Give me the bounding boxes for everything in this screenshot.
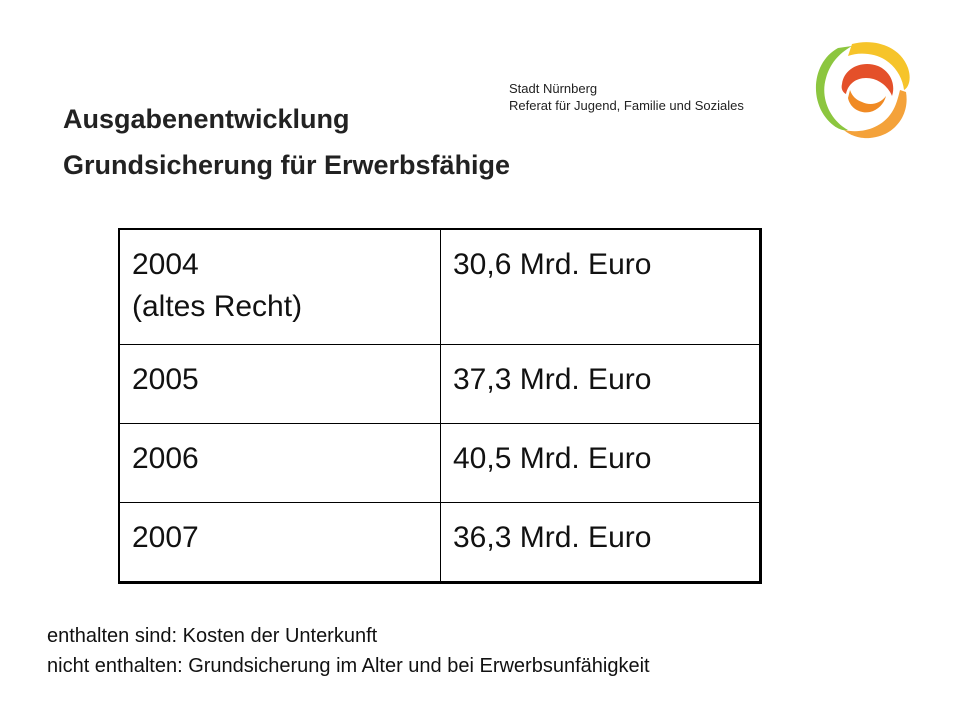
amount-value: 37,3 Mrd. Euro — [453, 363, 652, 396]
year-value: 2005 — [132, 363, 199, 396]
table-cell-amount: 37,3 Mrd. Euro — [440, 344, 761, 424]
table-cell-amount: 40,5 Mrd. Euro — [440, 423, 761, 503]
slide-title-line-1: Ausgabenentwicklung — [63, 104, 350, 134]
stadt-nuernberg-swirl-logo-icon — [815, 42, 910, 139]
slide-title: Ausgabenentwicklung Grundsicherung für E… — [63, 96, 510, 188]
logo-red-arc — [841, 64, 894, 96]
table-cell-amount: 36,3 Mrd. Euro — [440, 502, 761, 583]
table-cell-year: 2006 — [118, 423, 441, 503]
table-cell-amount: 30,6 Mrd. Euro — [440, 228, 761, 345]
organization-label: Stadt Nürnberg Referat für Jugend, Famil… — [509, 80, 744, 114]
expenditure-table: 2004 (altes Recht) 30,6 Mrd. Euro 2005 3… — [118, 228, 762, 584]
year-value: 2006 — [132, 442, 199, 475]
logo-inner-orange-arc — [848, 90, 886, 113]
year-value: 2004 — [132, 248, 199, 281]
footnote-not-included: nicht enthalten: Grundsicherung im Alter… — [47, 655, 650, 677]
amount-value: 36,3 Mrd. Euro — [453, 521, 652, 554]
table-row: 2005 37,3 Mrd. Euro — [118, 344, 761, 424]
table-cell-year: 2005 — [118, 344, 441, 424]
footnote-included: enthalten sind: Kosten der Unterkunft — [47, 625, 378, 647]
organization-department: Referat für Jugend, Familie und Soziales — [509, 98, 744, 113]
table-cell-year: 2007 — [118, 502, 441, 583]
amount-value: 40,5 Mrd. Euro — [453, 442, 652, 475]
table-cell-year: 2004 (altes Recht) — [118, 228, 441, 345]
table-row: 2004 (altes Recht) 30,6 Mrd. Euro — [118, 228, 761, 345]
logo-yellow-arc — [848, 42, 910, 90]
organization-city: Stadt Nürnberg — [509, 81, 598, 96]
amount-value: 30,6 Mrd. Euro — [453, 248, 652, 281]
slide-title-line-2: Grundsicherung für Erwerbsfähige — [63, 150, 511, 180]
table-row: 2006 40,5 Mrd. Euro — [118, 423, 761, 503]
logo-green-arc — [815, 46, 852, 131]
year-note: (altes Recht) — [132, 290, 303, 323]
table-row: 2007 36,3 Mrd. Euro — [118, 502, 761, 583]
year-value: 2007 — [132, 521, 199, 554]
footnotes: enthalten sind: Kosten der Unterkunft ni… — [47, 621, 650, 681]
logo-orange-arc — [844, 90, 907, 139]
